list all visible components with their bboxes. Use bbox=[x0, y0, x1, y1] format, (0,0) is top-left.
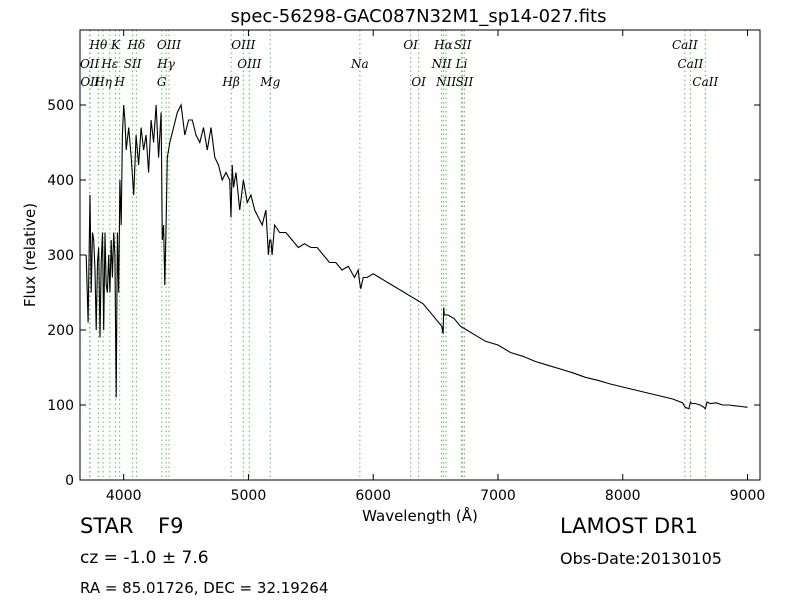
marker-label: NII bbox=[431, 57, 452, 71]
redshift-value: cz = -1.0 ± 7.6 bbox=[80, 548, 209, 568]
marker-label: SII bbox=[456, 75, 474, 89]
x-axis-label: Wavelength (Å) bbox=[362, 506, 478, 525]
y-tick-label: 300 bbox=[47, 248, 74, 264]
marker-label: H bbox=[113, 75, 125, 89]
marker-label: OIII bbox=[157, 38, 181, 52]
marker-label: Na bbox=[350, 57, 369, 71]
y-tick-label: 400 bbox=[47, 173, 74, 189]
y-axis-label: Flux (relative) bbox=[21, 203, 39, 307]
x-tick-label: 6000 bbox=[355, 488, 391, 504]
marker-label: Hδ bbox=[127, 38, 146, 52]
spectral-line-markers bbox=[89, 30, 706, 480]
x-tick-label: 4000 bbox=[106, 488, 142, 504]
marker-label: Hε bbox=[100, 57, 118, 71]
marker-label: CaII bbox=[672, 38, 698, 52]
marker-label: OIII bbox=[231, 38, 255, 52]
plot-frame bbox=[79, 29, 761, 481]
x-tick-label: 9000 bbox=[730, 488, 766, 504]
marker-label: Hη bbox=[93, 75, 112, 89]
marker-label: Hβ bbox=[221, 75, 239, 89]
y-tick-label: 100 bbox=[47, 398, 74, 414]
spectrum-line bbox=[85, 103, 748, 410]
marker-label: OII bbox=[80, 75, 100, 89]
marker-label: Hγ bbox=[156, 57, 175, 71]
marker-label: OI bbox=[403, 38, 418, 52]
observation-date: Obs-Date:20130105 bbox=[560, 549, 722, 568]
sky-coordinates: RA = 85.01726, DEC = 32.19264 bbox=[80, 579, 329, 597]
marker-label: CaII bbox=[677, 57, 703, 71]
survey-name: LAMOST DR1 bbox=[560, 514, 699, 538]
marker-label: Hα bbox=[433, 38, 453, 52]
marker-label: G bbox=[157, 75, 167, 89]
marker-label: OII bbox=[80, 57, 100, 71]
marker-label: OIII bbox=[237, 57, 261, 71]
x-tick-label: 5000 bbox=[231, 488, 267, 504]
marker-label: SII bbox=[124, 57, 142, 71]
y-tick-label: 200 bbox=[47, 323, 74, 339]
y-axis-ticks: 0 100 200 300 400 500 bbox=[47, 98, 760, 489]
object-class: STAR bbox=[80, 514, 134, 538]
y-tick-label: 0 bbox=[65, 473, 74, 489]
object-subclass: F9 bbox=[158, 514, 184, 538]
marker-label: Li bbox=[455, 57, 468, 71]
marker-label: NII bbox=[435, 75, 456, 89]
marker-label: Hθ bbox=[88, 38, 107, 52]
chart-title: spec-56298-GAC087N32M1_sp14-027.fits bbox=[230, 6, 607, 27]
x-axis-ticks: 4000 5000 6000 7000 8000 9000 bbox=[106, 30, 765, 504]
y-tick-label: 500 bbox=[47, 98, 74, 114]
marker-label: Mg bbox=[259, 75, 280, 89]
marker-label: CaII bbox=[692, 75, 718, 89]
marker-label: SII bbox=[454, 38, 472, 52]
x-tick-label: 8000 bbox=[605, 488, 641, 504]
marker-label: K bbox=[110, 38, 121, 52]
marker-label: OI bbox=[411, 75, 426, 89]
x-tick-label: 7000 bbox=[480, 488, 516, 504]
